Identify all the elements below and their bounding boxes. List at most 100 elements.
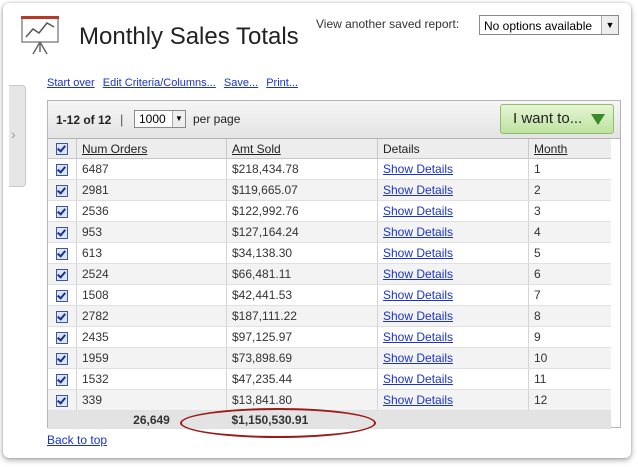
show-details-link[interactable]: Show Details: [383, 288, 454, 302]
num-orders-cell: 2981: [76, 179, 227, 201]
num-orders-cell: 2536: [76, 200, 227, 222]
month-cell: 5: [528, 242, 611, 264]
num-orders-cell: 6487: [76, 158, 227, 180]
row-checkbox[interactable]: [48, 347, 77, 369]
select-all-checkbox[interactable]: [48, 139, 77, 159]
show-details-link[interactable]: Show Details: [383, 204, 454, 218]
report-toolbar: 1-12 of 12 | 1000 ▼ per page I want to..…: [48, 101, 620, 139]
details-cell: Show Details: [377, 200, 529, 222]
column-header-details: Details: [377, 139, 529, 159]
row-checkbox[interactable]: [48, 200, 77, 222]
details-cell: Show Details: [377, 158, 529, 180]
presentation-chart-icon: [21, 16, 59, 55]
chevron-right-icon: ›: [11, 126, 16, 142]
checked-checkbox-icon: [56, 373, 68, 386]
back-to-top-link[interactable]: Back to top: [47, 433, 108, 447]
details-cell: Show Details: [377, 305, 529, 327]
column-header-month[interactable]: Month: [528, 139, 611, 159]
num-orders-cell: 339: [76, 389, 227, 411]
amt-sold-cell: $13,841.80: [226, 389, 378, 411]
table-row: 953 $127,164.24 Show Details 4: [48, 221, 611, 243]
month-cell: 8: [528, 305, 611, 327]
i-want-to-button[interactable]: I want to...: [500, 104, 614, 134]
row-checkbox[interactable]: [48, 326, 77, 348]
table-row: 2782 $187,111.22 Show Details 8: [48, 305, 611, 327]
dropdown-arrow-icon: ▼: [601, 16, 618, 34]
per-page-label: per page: [193, 112, 241, 126]
row-checkbox[interactable]: [48, 221, 77, 243]
save-link[interactable]: Save...: [223, 77, 259, 89]
column-header-amt-sold[interactable]: Amt Sold: [226, 139, 378, 159]
details-cell: Show Details: [377, 368, 529, 390]
num-orders-cell: 2435: [76, 326, 227, 348]
amt-sold-cell: $218,434.78: [226, 158, 378, 180]
show-details-link[interactable]: Show Details: [383, 162, 454, 176]
row-checkbox[interactable]: [48, 158, 77, 180]
month-cell: 9: [528, 326, 611, 348]
totals-spacer: [528, 410, 611, 429]
num-orders-cell: 1508: [76, 284, 227, 306]
per-page-select[interactable]: 1000 ▼: [134, 110, 186, 128]
show-details-link[interactable]: Show Details: [383, 225, 454, 239]
totals-spacer: [48, 410, 77, 429]
details-cell: Show Details: [377, 179, 529, 201]
triangle-down-icon: [591, 114, 605, 125]
total-orders: 26,649: [76, 410, 227, 429]
row-checkbox[interactable]: [48, 368, 77, 390]
num-orders-cell: 1532: [76, 368, 227, 390]
side-panel-toggle[interactable]: ›: [9, 85, 26, 187]
saved-report-select[interactable]: No options available ▼: [479, 15, 619, 35]
saved-report-label: View another saved report:: [316, 17, 460, 31]
checked-checkbox-icon: [56, 310, 68, 323]
show-details-link[interactable]: Show Details: [383, 309, 454, 323]
show-details-link[interactable]: Show Details: [383, 372, 454, 386]
checked-checkbox-icon: [56, 352, 68, 365]
print-link[interactable]: Print...: [266, 77, 299, 89]
results-table: Num Orders Amt Sold Details Month 6487 $2…: [48, 139, 611, 429]
month-cell: 10: [528, 347, 611, 369]
row-checkbox[interactable]: [48, 242, 77, 264]
page-title: Monthly Sales Totals: [79, 23, 299, 50]
row-checkbox[interactable]: [48, 179, 77, 201]
report-panel: 1-12 of 12 | 1000 ▼ per page I want to..…: [47, 100, 621, 429]
row-checkbox[interactable]: [48, 389, 77, 411]
show-details-link[interactable]: Show Details: [383, 393, 454, 407]
num-orders-cell: 2524: [76, 263, 227, 285]
table-row: 1508 $42,441.53 Show Details 7: [48, 284, 611, 306]
start-over-link[interactable]: Start over: [47, 77, 95, 89]
i-want-to-label: I want to...: [513, 110, 583, 127]
show-details-link[interactable]: Show Details: [383, 267, 454, 281]
month-cell: 11: [528, 368, 611, 390]
checked-checkbox-icon: [56, 394, 68, 407]
table-row: 2524 $66,481.11 Show Details 6: [48, 263, 611, 285]
total-amount: $1,150,530.91: [226, 410, 378, 429]
table-row: 1532 $47,235.44 Show Details 11: [48, 368, 611, 390]
details-cell: Show Details: [377, 221, 529, 243]
column-header-num-orders[interactable]: Num Orders: [76, 139, 227, 159]
row-checkbox[interactable]: [48, 263, 77, 285]
amt-sold-cell: $97,125.97: [226, 326, 378, 348]
checked-checkbox-icon: [56, 331, 68, 344]
checked-checkbox-icon: [56, 184, 68, 197]
details-cell: Show Details: [377, 389, 529, 411]
amt-sold-cell: $122,992.76: [226, 200, 378, 222]
show-details-link[interactable]: Show Details: [383, 330, 454, 344]
checked-checkbox-icon: [56, 205, 68, 218]
amt-sold-cell: $34,138.30: [226, 242, 378, 264]
row-checkbox[interactable]: [48, 284, 77, 306]
per-page-value: 1000: [139, 112, 166, 126]
amt-sold-cell: $127,164.24: [226, 221, 378, 243]
checked-checkbox-icon: [56, 163, 68, 176]
checked-checkbox-icon: [56, 268, 68, 281]
row-checkbox[interactable]: [48, 305, 77, 327]
month-cell: 4: [528, 221, 611, 243]
details-cell: Show Details: [377, 347, 529, 369]
checked-checkbox-icon: [56, 226, 68, 239]
edit-criteria-link[interactable]: Edit Criteria/Columns...: [102, 77, 216, 89]
details-cell: Show Details: [377, 263, 529, 285]
show-details-link[interactable]: Show Details: [383, 183, 454, 197]
show-details-link[interactable]: Show Details: [383, 351, 454, 365]
show-details-link[interactable]: Show Details: [383, 246, 454, 260]
num-orders-cell: 613: [76, 242, 227, 264]
month-cell: 3: [528, 200, 611, 222]
